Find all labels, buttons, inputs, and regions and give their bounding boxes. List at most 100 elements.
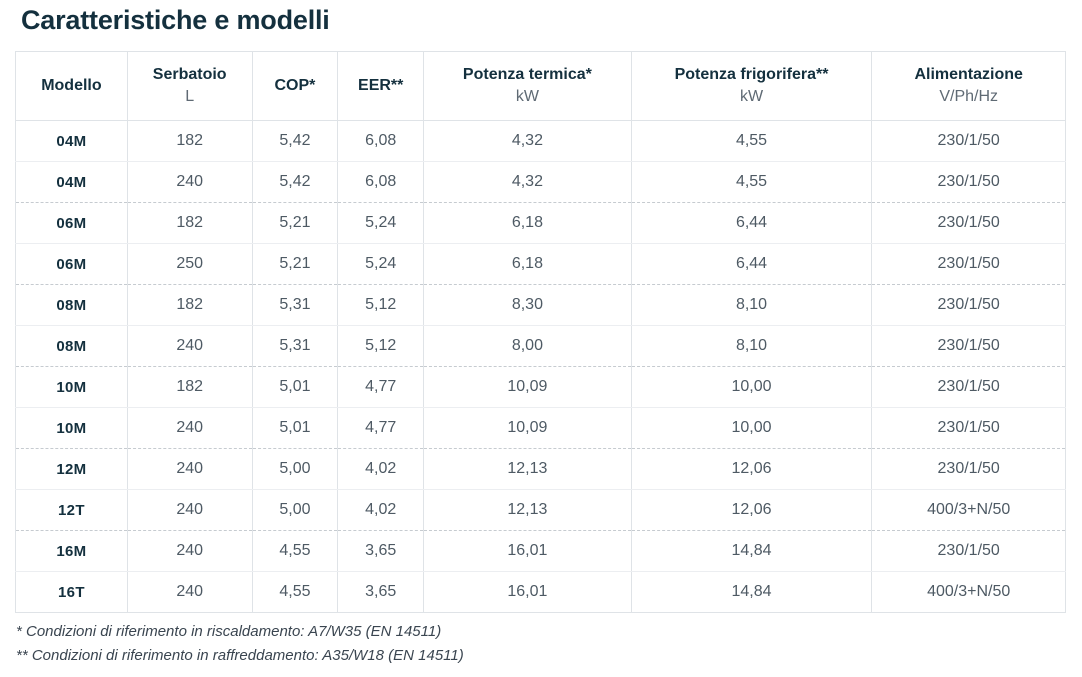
- column-header-label: Alimentazione: [914, 66, 1023, 83]
- table-row: 04M 182 5,42 6,08 4,32 4,55 230/1/50: [15, 120, 1066, 162]
- value-cell: 8,30: [423, 284, 632, 326]
- value-cell: 8,10: [630, 325, 873, 367]
- value-cell: 8,00: [423, 325, 632, 367]
- column-header: Alimentazione V/Ph/Hz: [871, 51, 1066, 121]
- value-cell: 182: [126, 202, 253, 244]
- value-cell: 5,42: [251, 161, 339, 203]
- value-cell: 230/1/50: [871, 530, 1066, 572]
- table-row: 04M 240 5,42 6,08 4,32 4,55 230/1/50: [15, 161, 1066, 203]
- value-cell: 240: [126, 571, 253, 613]
- table-row: 12M 240 5,00 4,02 12,13 12,06 230/1/50: [15, 448, 1066, 490]
- value-cell: 5,01: [251, 366, 339, 408]
- value-cell: 400/3+N/50: [871, 571, 1066, 613]
- value-cell: 10,09: [423, 407, 632, 449]
- value-cell: 4,77: [337, 407, 425, 449]
- value-cell: 230/1/50: [871, 161, 1066, 203]
- value-cell: 4,32: [423, 120, 632, 162]
- model-cell: 10M: [15, 407, 128, 449]
- value-cell: 6,18: [423, 202, 632, 244]
- value-cell: 4,55: [630, 161, 873, 203]
- value-cell: 5,21: [251, 243, 339, 285]
- value-cell: 182: [126, 366, 253, 408]
- value-cell: 250: [126, 243, 253, 285]
- model-cell: 06M: [15, 243, 128, 285]
- value-cell: 6,44: [630, 202, 873, 244]
- value-cell: 182: [126, 120, 253, 162]
- value-cell: 12,13: [423, 448, 632, 490]
- table-row: 16T 240 4,55 3,65 16,01 14,84 400/3+N/50: [15, 571, 1066, 613]
- value-cell: 10,00: [630, 407, 873, 449]
- value-cell: 6,44: [630, 243, 873, 285]
- value-cell: 3,65: [337, 530, 425, 572]
- column-header-unit: V/Ph/Hz: [939, 88, 999, 105]
- column-header-label: Serbatoio: [152, 66, 227, 83]
- column-header: Serbatoio L: [126, 51, 253, 121]
- column-header-label: Potenza termica*: [462, 66, 592, 83]
- value-cell: 4,55: [251, 530, 339, 572]
- value-cell: 12,13: [423, 489, 632, 531]
- value-cell: 240: [126, 325, 253, 367]
- value-cell: 240: [126, 161, 253, 203]
- table-row: 16M 240 4,55 3,65 16,01 14,84 230/1/50: [15, 530, 1066, 572]
- value-cell: 12,06: [630, 448, 873, 490]
- value-cell: 5,31: [251, 284, 339, 326]
- page-title: Caratteristiche e modelli: [21, 5, 330, 35]
- value-cell: 4,55: [251, 571, 339, 613]
- value-cell: 14,84: [630, 571, 873, 613]
- table-row: 12T 240 5,00 4,02 12,13 12,06 400/3+N/50: [15, 489, 1066, 531]
- value-cell: 4,55: [630, 120, 873, 162]
- column-header-unit: L: [185, 88, 195, 105]
- model-cell: 06M: [15, 202, 128, 244]
- column-header: EER**: [337, 51, 425, 121]
- model-cell: 12M: [15, 448, 128, 490]
- table-body: 04M 182 5,42 6,08 4,32 4,55 230/1/50 04M 240 5,42…: [15, 120, 1066, 613]
- footnotes: * Condizioni di riferimento in riscaldam…: [16, 620, 1067, 668]
- value-cell: 5,12: [337, 325, 425, 367]
- column-header-label: EER**: [358, 77, 404, 94]
- value-cell: 240: [126, 530, 253, 572]
- column-header: Potenza termica* kW: [423, 51, 632, 121]
- value-cell: 230/1/50: [871, 448, 1066, 490]
- model-cell: 04M: [15, 161, 128, 203]
- model-cell: 12T: [15, 489, 128, 531]
- value-cell: 230/1/50: [871, 284, 1066, 326]
- value-cell: 230/1/50: [871, 243, 1066, 285]
- value-cell: 5,24: [337, 202, 425, 244]
- model-cell: 16M: [15, 530, 128, 572]
- header-row: Modello Serbatoio L COP* EER** Potenza termic…: [15, 51, 1066, 121]
- column-header-unit: kW: [739, 88, 764, 105]
- column-header: Potenza frigorifera** kW: [630, 51, 873, 121]
- value-cell: 240: [126, 489, 253, 531]
- column-header-unit: kW: [515, 88, 539, 105]
- value-cell: 5,31: [251, 325, 339, 367]
- value-cell: 230/1/50: [871, 407, 1066, 449]
- table-row: 08M 182 5,31 5,12 8,30 8,10 230/1/50: [15, 284, 1066, 326]
- value-cell: 4,32: [423, 161, 632, 203]
- value-cell: 230/1/50: [871, 366, 1066, 408]
- value-cell: 6,18: [423, 243, 632, 285]
- value-cell: 230/1/50: [871, 202, 1066, 244]
- value-cell: 10,00: [630, 366, 873, 408]
- value-cell: 6,08: [337, 161, 425, 203]
- value-cell: 16,01: [423, 530, 632, 572]
- model-cell: 16T: [15, 571, 128, 613]
- table-row: 10M 182 5,01 4,77 10,09 10,00 230/1/50: [15, 366, 1066, 408]
- value-cell: 5,42: [251, 120, 339, 162]
- value-cell: 240: [126, 448, 253, 490]
- value-cell: 14,84: [630, 530, 873, 572]
- table-header: Modello Serbatoio L COP* EER** Potenza termic…: [15, 51, 1066, 121]
- value-cell: 4,02: [337, 489, 425, 531]
- column-header: COP*: [251, 51, 339, 121]
- value-cell: 8,10: [630, 284, 873, 326]
- column-header-label: COP*: [274, 77, 316, 94]
- table-row: 06M 182 5,21 5,24 6,18 6,44 230/1/50: [15, 202, 1066, 244]
- footnote-heating-conditions: * Condizioni di riferimento in riscaldam…: [16, 623, 442, 640]
- value-cell: 400/3+N/50: [871, 489, 1066, 531]
- model-cell: 08M: [15, 284, 128, 326]
- model-cell: 08M: [15, 325, 128, 367]
- value-cell: 4,77: [337, 366, 425, 408]
- value-cell: 5,01: [251, 407, 339, 449]
- value-cell: 240: [126, 407, 253, 449]
- column-header-label: Potenza frigorifera**: [674, 66, 829, 83]
